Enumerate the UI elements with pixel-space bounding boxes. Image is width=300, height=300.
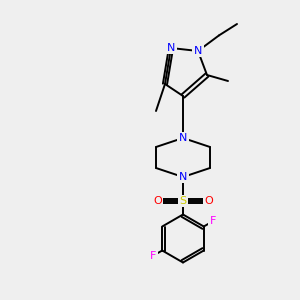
Text: N: N: [179, 133, 187, 143]
Text: N: N: [194, 46, 202, 56]
Text: N: N: [179, 172, 187, 182]
Text: S: S: [179, 196, 187, 206]
Text: O: O: [204, 196, 213, 206]
Text: F: F: [210, 216, 216, 226]
Text: N: N: [167, 43, 175, 53]
Text: O: O: [153, 196, 162, 206]
Text: F: F: [150, 251, 156, 261]
